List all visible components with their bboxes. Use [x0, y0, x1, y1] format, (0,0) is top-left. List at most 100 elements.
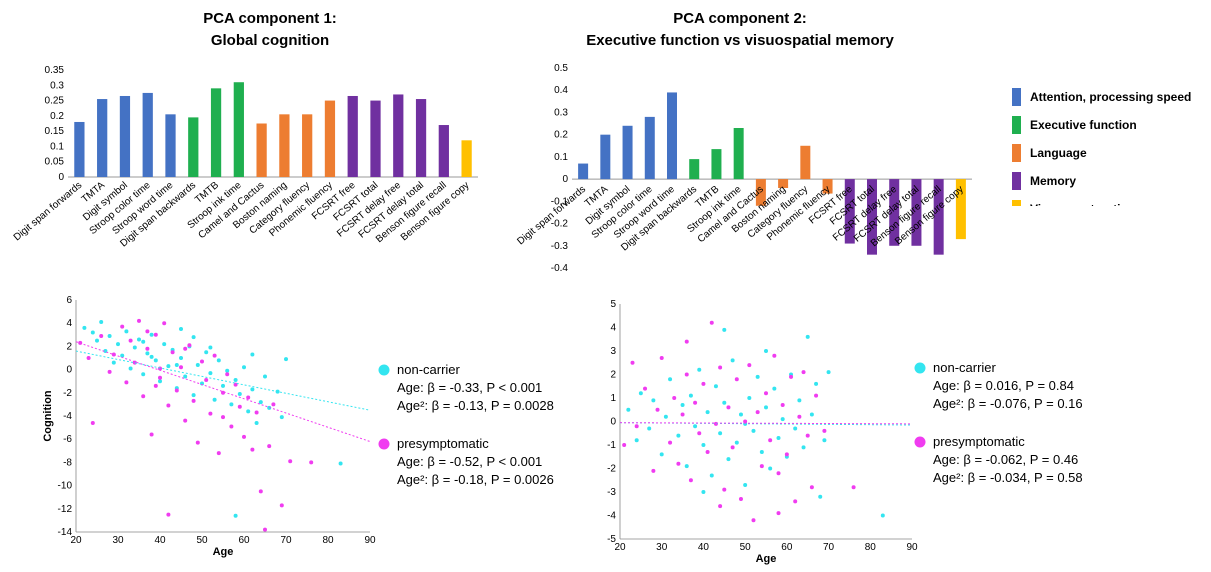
scatter-point: [254, 410, 259, 415]
domain-legend: Attention, processing speed Executive fun…: [1010, 86, 1210, 218]
scatter-point: [149, 432, 154, 437]
scatter-point: [743, 419, 748, 424]
scatter-point: [818, 494, 823, 499]
scatter-point: [166, 512, 171, 517]
scatter-point: [183, 374, 188, 379]
bar: [911, 179, 922, 246]
scatter-point: [764, 391, 768, 396]
x-tick-label: 50: [740, 542, 752, 553]
scatter-point: [705, 410, 710, 415]
scatter-point: [111, 352, 116, 357]
scatter-point: [630, 360, 635, 365]
scatter-point: [655, 407, 660, 412]
x-tick-label: 40: [698, 542, 710, 553]
bar: [165, 114, 176, 177]
scatter-point: [162, 321, 167, 326]
scatter-point: [267, 444, 272, 449]
scatter-point: [822, 438, 827, 443]
scatter-point: [99, 320, 104, 325]
y-tick-label: 0.2: [50, 111, 64, 122]
scatter-point: [242, 434, 246, 439]
scatter-point: [668, 377, 673, 382]
legend-group-label: presymptomatic: [397, 436, 489, 451]
scatter-point: [179, 365, 183, 370]
legend-swatch: [1012, 116, 1021, 134]
scatter-point: [95, 338, 99, 343]
age2-stat-line: Age²: β = -0.034, P = 0.58: [933, 470, 1083, 485]
scatter-point: [734, 440, 739, 445]
bar: [74, 121, 85, 177]
scatter-point: [651, 398, 656, 403]
y-tick-label: 0: [610, 417, 616, 428]
scatter-point: [86, 356, 91, 360]
scatter-point: [158, 375, 162, 380]
scatter-point: [634, 424, 639, 429]
scatter-point: [780, 417, 785, 422]
scatter-point: [208, 345, 213, 350]
x-tick-label: 90: [364, 535, 376, 546]
scatter-point: [116, 342, 120, 347]
scatter-point: [738, 497, 743, 502]
scatter-point: [216, 451, 221, 456]
scatter-point: [701, 490, 706, 494]
scatter-point: [751, 518, 756, 523]
scatter-point: [676, 433, 681, 438]
scatter1-svg: 20 30 40 50 60 70 80 90 -14 -12 -10 -8 -6 -4 -2 0 2 4 6 Age…: [42, 295, 554, 558]
bar: [711, 149, 722, 180]
bar: [210, 88, 222, 177]
scatter-point: [212, 353, 217, 358]
y-tick-label: -1: [607, 440, 616, 451]
scatter-point: [793, 499, 798, 504]
scatter-point: [688, 478, 693, 483]
scatter-point: [722, 327, 727, 332]
legend-dot: [914, 362, 926, 374]
age-stat-line: Age: β = 0.016, P = 0.84: [933, 378, 1074, 393]
scatter-point: [693, 400, 698, 405]
scatter-point: [755, 410, 760, 415]
scatter-point: [141, 394, 146, 399]
chart2-title: PCA component 2:: [673, 10, 807, 27]
scatter-point: [162, 342, 167, 347]
scatter-point: [789, 374, 794, 379]
scatter-point: [90, 330, 95, 335]
scatter-point: [145, 346, 150, 351]
y-tick-label: 0.35: [45, 65, 65, 76]
bar: [844, 179, 855, 244]
bar: [393, 94, 404, 177]
y-tick-label: 2: [610, 370, 616, 381]
scatter-point: [174, 388, 179, 393]
scatter-point: [183, 346, 188, 351]
scatter-point: [191, 335, 196, 340]
scatter-point: [128, 366, 133, 371]
scatter-point: [684, 464, 689, 469]
scatter-point: [764, 349, 768, 353]
legend-label: Memory: [1030, 174, 1076, 188]
x-tick-label: 20: [614, 542, 626, 553]
bar: [578, 163, 589, 180]
scatter-point: [208, 371, 213, 376]
scatter-point: [246, 409, 251, 414]
y-tick-label: -2: [63, 388, 72, 399]
y-tick-label: -6: [63, 434, 72, 445]
x-tick-label: 80: [322, 535, 334, 546]
scatter-point: [279, 415, 284, 420]
scatter-point: [805, 334, 810, 339]
scatter-point: [107, 333, 112, 338]
scatter-point: [651, 468, 656, 473]
scatter-point: [730, 358, 735, 363]
scatter-point: [680, 412, 685, 417]
scatter-point: [145, 329, 150, 334]
x-tick-label: 60: [238, 535, 250, 546]
bar: [800, 145, 811, 180]
scatter-point: [718, 431, 723, 436]
scatter-point: [805, 433, 810, 438]
scatter-point: [195, 362, 200, 367]
chart2-subtitle: Executive function vs visuospatial memor…: [586, 32, 894, 49]
y-tick-label: 5: [610, 299, 616, 310]
scatter-point: [149, 332, 154, 337]
bar: [933, 179, 944, 255]
legend-swatch: [1012, 172, 1021, 190]
scatter-point: [688, 393, 693, 398]
y-tick-label: 0: [562, 174, 568, 185]
scatter-point: [137, 318, 141, 323]
